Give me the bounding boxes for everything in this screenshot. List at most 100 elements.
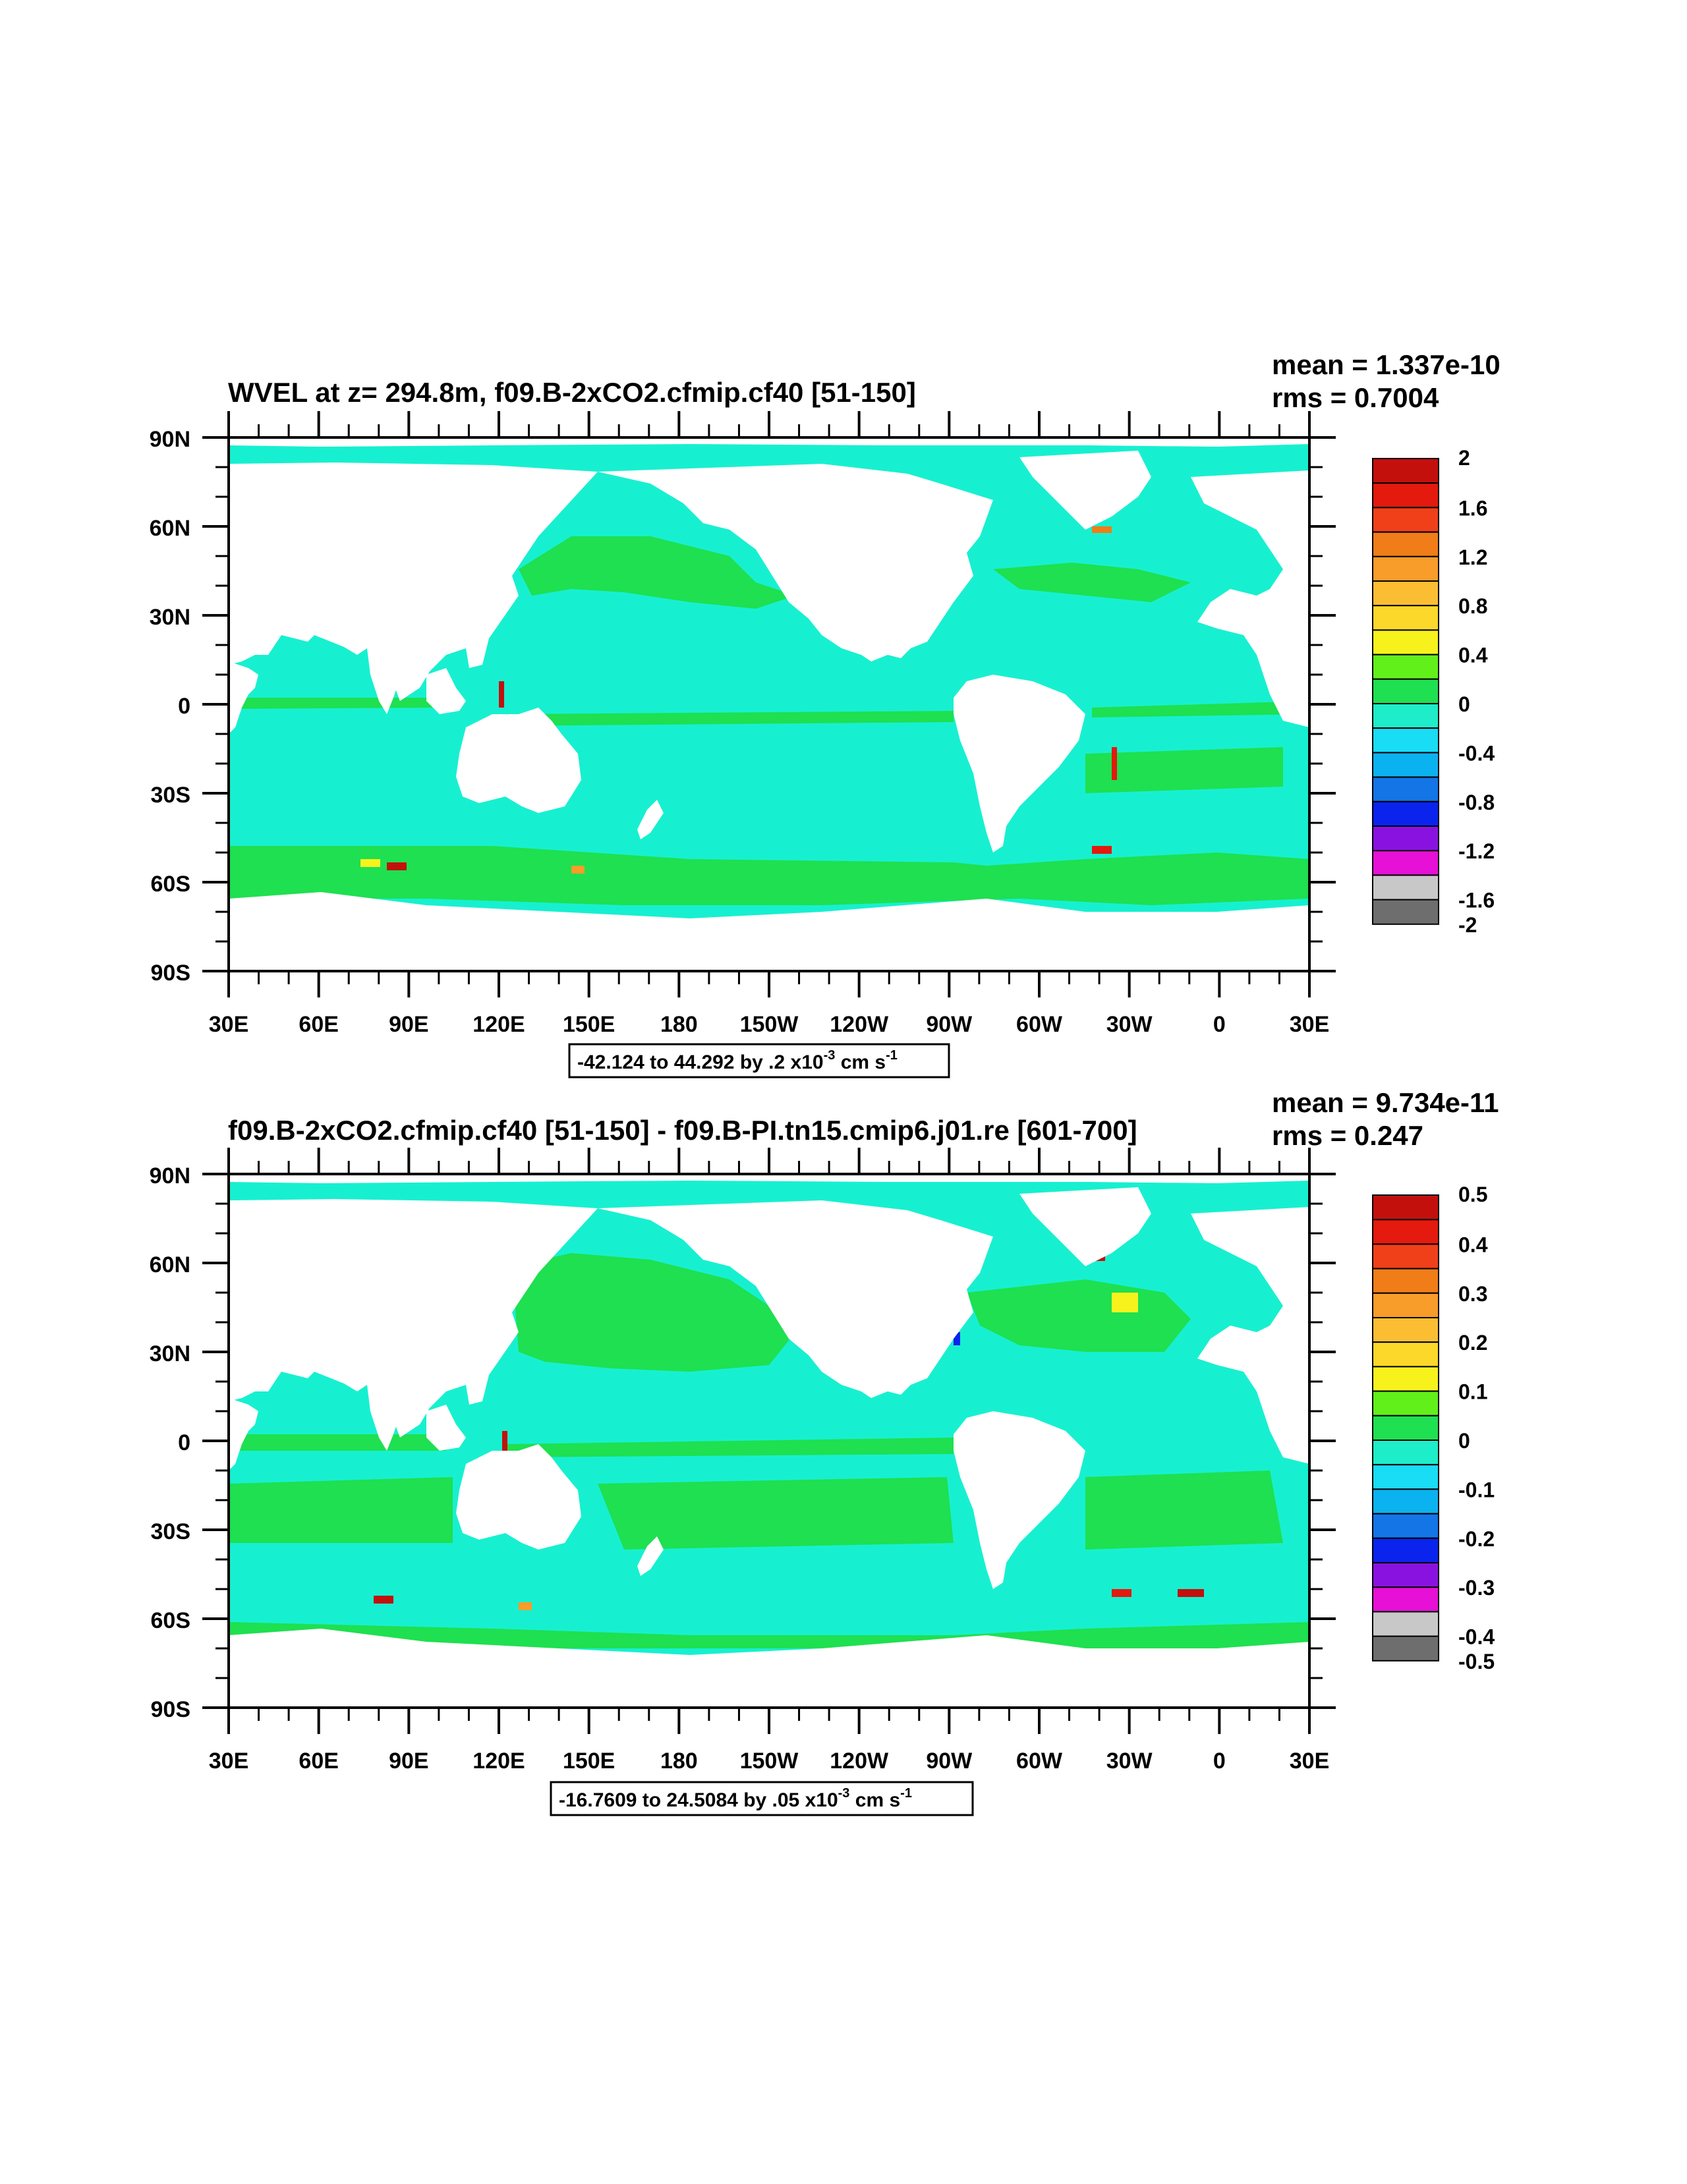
colorbar-label: 1.6 [1458, 496, 1487, 520]
colorbar-box [1372, 1611, 1439, 1637]
colorbar-box [1372, 580, 1439, 607]
lon-tick-label: 90W [926, 1749, 973, 1774]
colorbar-label: 0 [1458, 692, 1470, 716]
lon-tick-label: 30E [1290, 1749, 1330, 1774]
svg-text:-16.7609 to 24.5084 by .05 x10: -16.7609 to 24.5084 by .05 x10-3 cm s-1 [559, 1786, 912, 1811]
colorbar-box [1372, 1414, 1439, 1442]
lon-tick-label: 60W [1016, 1749, 1063, 1774]
colorbar-box [1372, 800, 1439, 827]
colorbar-box [1372, 1635, 1439, 1662]
colorbar-box [1372, 1243, 1439, 1270]
lon-tick-label: 150W [740, 1012, 799, 1037]
colorbar-label: 2 [1458, 446, 1470, 470]
lon-tick-label: 120W [830, 1012, 889, 1037]
lat-tick-label: 60N [150, 1252, 190, 1277]
contour-exponent: -3 [838, 1786, 850, 1801]
lon-tick-label: 180 [660, 1749, 698, 1774]
lon-tick-label: 90W [926, 1012, 973, 1037]
colorbar-box [1372, 899, 1439, 925]
mean-label: mean = 9.734e-11 [1272, 1087, 1499, 1118]
colorbar-label: 0.2 [1458, 1331, 1487, 1355]
lat-tick-label: 30S [151, 783, 191, 808]
lat-axis: 90N 60N 30N 0 30S 60S 90S [150, 427, 1336, 986]
lon-tick-label: 60E [299, 1749, 339, 1774]
contour-unit-exponent: -1 [900, 1786, 912, 1801]
lat-axis: 90N 60N 30N 0 30S 60S 90S [150, 1163, 1336, 1722]
colorbar-box [1372, 1341, 1439, 1368]
map-frame [227, 436, 1311, 972]
lat-tick-label: 90N [150, 1163, 190, 1189]
colorbar-box [1372, 1562, 1439, 1588]
svg-text:-42.124 to 44.292 by .2 x10-3: -42.124 to 44.292 by .2 x10-3 cm s-1 [577, 1048, 898, 1073]
colorbar-label: -2 [1458, 913, 1477, 937]
colorbar-box [1372, 1464, 1439, 1490]
colorbar-label: -0.3 [1458, 1576, 1495, 1600]
colorbar-box [1372, 1537, 1439, 1564]
rms-label: rms = 0.7004 [1272, 382, 1439, 413]
colorbar-box [1372, 482, 1439, 509]
lat-tick-label: 60S [151, 872, 191, 897]
colorbar-label: 0.1 [1458, 1380, 1487, 1404]
lon-tick-label: 150E [563, 1012, 615, 1037]
lon-tick-label: 120W [830, 1749, 889, 1774]
lon-tick-label: 60E [299, 1012, 339, 1037]
lat-tick-label: 30N [150, 605, 190, 630]
lon-tick-label: 150W [740, 1749, 799, 1774]
lat-tick-label: 90S [151, 961, 191, 986]
colorbar-box [1372, 1292, 1439, 1319]
colorbar-label: -0.4 [1458, 741, 1495, 765]
lon-tick-label: 0 [1213, 1012, 1226, 1037]
colorbar-box [1372, 1219, 1439, 1245]
colorbar-box [1372, 752, 1439, 778]
lon-tick-label: 30E [209, 1012, 249, 1037]
lat-tick-label: 60N [150, 516, 190, 541]
colorbar-box [1372, 507, 1439, 533]
colorbar-box [1372, 458, 1439, 484]
mean-label: mean = 1.337e-10 [1272, 349, 1501, 380]
lat-tick-label: 0 [178, 694, 190, 719]
colorbar-label: 0 [1458, 1429, 1470, 1453]
lon-axis: 30E 60E 90E 120E 150E 180 150W 120W 90W 60W 30W 0 30… [209, 1148, 1330, 1774]
lat-tick-label: 90S [151, 1697, 191, 1722]
colorbar-box [1372, 555, 1439, 582]
colorbar-label: -0.8 [1458, 791, 1495, 814]
colorbar-box [1372, 1513, 1439, 1539]
colorbar-box [1372, 1317, 1439, 1343]
rms-label: rms = 0.247 [1272, 1120, 1423, 1151]
lon-tick-label: 150E [563, 1749, 615, 1774]
colorbar-box [1372, 1390, 1439, 1416]
map-frame [227, 1173, 1311, 1709]
colorbar-box [1372, 1586, 1439, 1613]
colorbar-box [1372, 826, 1439, 852]
colorbar-label: 0.8 [1458, 594, 1487, 618]
colorbar-label: -0.5 [1458, 1650, 1495, 1673]
colorbar: 0.5 0.4 0.3 0.2 0.1 0 -0.1 -0.2 -0.3 -0.4-0.5 [1372, 1183, 1495, 1673]
colorbar-box [1372, 874, 1439, 901]
colorbar-label: -1.2 [1458, 839, 1495, 863]
colorbar-box [1372, 1440, 1439, 1466]
lon-tick-label: 90E [389, 1012, 429, 1037]
colorbar-box [1372, 605, 1439, 631]
contour-info-box: -16.7609 to 24.5084 by .05 x10-3 cm s-1 [550, 1781, 974, 1816]
lon-tick-label: 30W [1106, 1749, 1153, 1774]
colorbar-label: 0.5 [1458, 1183, 1487, 1206]
colorbar-label: -0.2 [1458, 1527, 1495, 1551]
colorbar-label: 1.2 [1458, 546, 1487, 569]
contour-unit-exponent: -1 [886, 1048, 898, 1063]
colorbar-box [1372, 654, 1439, 680]
colorbar-box [1372, 629, 1439, 656]
lon-tick-label: 180 [660, 1012, 698, 1037]
lon-tick-label: 120E [472, 1749, 525, 1774]
lon-tick-label: 30E [1290, 1012, 1330, 1037]
lat-tick-label: 60S [151, 1608, 191, 1633]
colorbar-box [1372, 1366, 1439, 1392]
contour-unit: cm s [849, 1789, 900, 1811]
lon-tick-label: 0 [1213, 1749, 1226, 1774]
colorbar-box [1372, 727, 1439, 754]
contour-range: -42.124 to 44.292 by .2 x10 [577, 1051, 824, 1073]
panel-1: WVEL at z= 294.8m, f09.B-2xCO2.cfmip.cf4… [150, 349, 1501, 1078]
colorbar-box [1372, 678, 1439, 705]
positive-anomaly-bands [229, 536, 1309, 905]
colorbar-label: 0.4 [1458, 1233, 1488, 1256]
